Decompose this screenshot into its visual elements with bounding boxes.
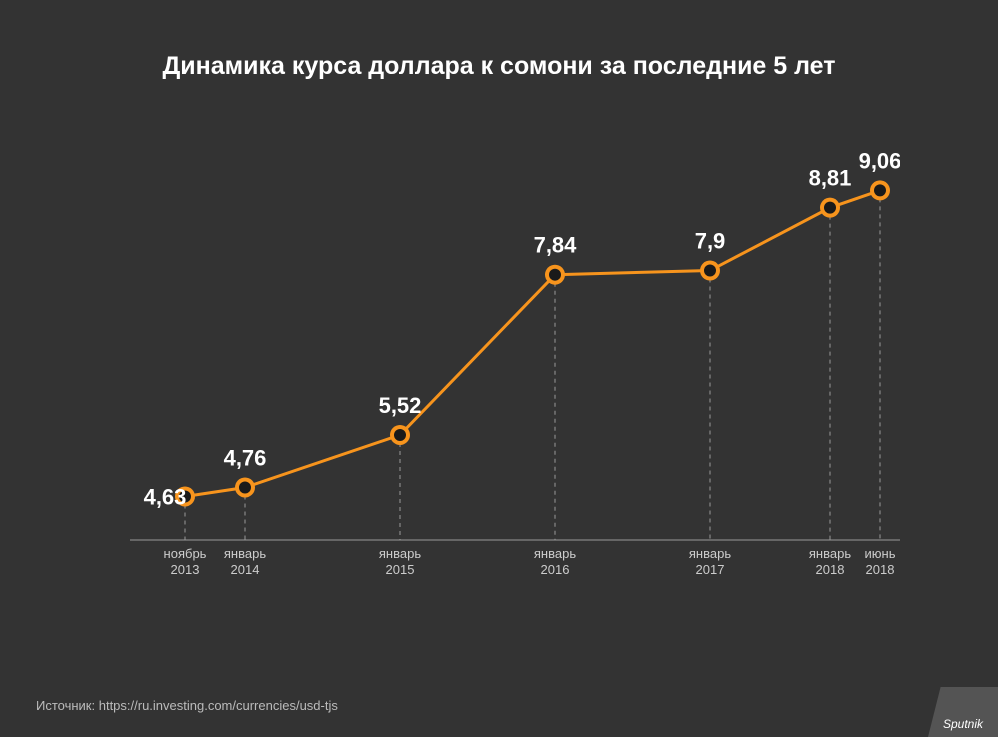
value-label: 9,06: [859, 148, 900, 173]
value-label: 5,52: [379, 393, 422, 418]
chart-title: Динамика курса доллара к сомони за после…: [0, 52, 998, 81]
data-point-inner: [824, 202, 836, 214]
sputnik-logo: Sputnik: [928, 687, 998, 737]
x-tick-year: 2016: [541, 562, 570, 577]
x-tick-month: январь: [689, 546, 731, 561]
value-label: 4,63: [144, 484, 187, 509]
chart-area: 4,63ноябрь20134,76январь20145,52январь20…: [130, 120, 900, 590]
x-tick-month: январь: [809, 546, 851, 561]
x-tick-month: январь: [224, 546, 266, 561]
value-label: 7,84: [534, 233, 578, 258]
value-label: 7,9: [695, 229, 726, 254]
x-tick-month: январь: [534, 546, 576, 561]
x-tick-month: январь: [379, 546, 421, 561]
data-point-inner: [394, 429, 406, 441]
series-line: [185, 190, 880, 496]
x-tick-month: июнь: [865, 546, 896, 561]
x-tick-year: 2015: [386, 562, 415, 577]
x-tick-month: ноябрь: [164, 546, 207, 561]
value-label: 8,81: [809, 166, 852, 191]
x-tick-year: 2018: [816, 562, 845, 577]
x-tick-year: 2013: [171, 562, 200, 577]
x-tick-year: 2014: [231, 562, 260, 577]
data-point-inner: [549, 269, 561, 281]
chart-svg: 4,63ноябрь20134,76январь20145,52январь20…: [130, 120, 900, 590]
source-text: Источник: https://ru.investing.com/curre…: [36, 698, 338, 713]
x-tick-year: 2017: [696, 562, 725, 577]
data-point-inner: [704, 265, 716, 277]
value-label: 4,76: [224, 445, 267, 470]
data-point-inner: [239, 481, 251, 493]
x-tick-year: 2018: [866, 562, 895, 577]
data-point-inner: [874, 184, 886, 196]
